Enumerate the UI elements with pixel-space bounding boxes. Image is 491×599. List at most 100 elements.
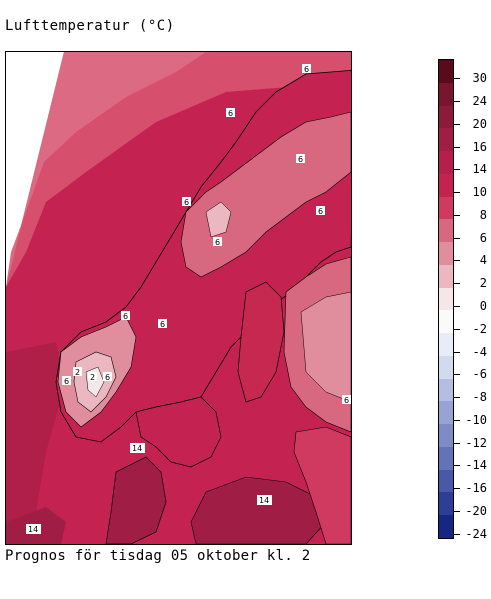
- isotherm-label: 14: [26, 524, 41, 534]
- northern-mountains: [180, 111, 351, 278]
- isotherm-label: 2: [73, 367, 82, 377]
- legend-label: 14: [472, 162, 487, 177]
- legend-swatch: [439, 424, 453, 448]
- svg-text:6: 6: [304, 65, 309, 74]
- isotherm-label: 14: [130, 443, 145, 453]
- svg-text:2: 2: [90, 373, 95, 382]
- legend-tick: [454, 488, 460, 490]
- isotherm-label: 6: [121, 311, 130, 321]
- legend-tick: [454, 374, 460, 376]
- legend-label: 8: [479, 207, 487, 222]
- legend-label: 20: [472, 116, 487, 131]
- legend-swatch: [439, 401, 453, 425]
- legend-swatch: [439, 219, 453, 243]
- legend-swatch: [439, 515, 453, 539]
- legend-swatch: [439, 151, 453, 175]
- isotherm-label: 6: [158, 319, 167, 329]
- isotherm-label: 6: [62, 376, 71, 386]
- legend-label: 16: [472, 139, 487, 154]
- legend-label: -6: [472, 367, 487, 382]
- denmark-warm-zone: [105, 456, 167, 544]
- legend-tick: [454, 260, 460, 262]
- legend-swatch: [439, 310, 453, 334]
- color-legend-labels: 30 24 20 16 14 10 8 6 4 2 0 -2 -4 -6 -8 -10 -12 -14 -16 -20…: [454, 59, 491, 541]
- legend-tick: [454, 533, 460, 535]
- legend-swatch: [439, 492, 453, 516]
- isotherm-label: 14: [257, 495, 272, 505]
- legend-label: 4: [479, 253, 487, 268]
- svg-text:14: 14: [132, 444, 142, 453]
- svg-text:6: 6: [228, 109, 233, 118]
- legend-tick: [454, 397, 460, 399]
- legend-swatch: [439, 82, 453, 106]
- legend-tick: [454, 214, 460, 216]
- legend-tick: [454, 465, 460, 467]
- isotherm-label: 6: [342, 395, 351, 405]
- legend-swatch: [439, 355, 453, 380]
- legend-label: 2: [479, 276, 487, 291]
- legend-tick: [454, 419, 460, 421]
- isotherm-label: 6: [213, 237, 222, 247]
- legend-swatch: [439, 264, 453, 289]
- legend-tick: [454, 510, 460, 512]
- temperature-map[interactable]: 6 6 6 6 6 6 6: [5, 51, 352, 545]
- legend-tick: [454, 169, 460, 171]
- legend-swatch: [439, 128, 453, 152]
- legend-tick: [454, 146, 460, 148]
- legend-swatch: [439, 173, 453, 198]
- legend-tick: [454, 237, 460, 239]
- svg-text:6: 6: [105, 373, 110, 382]
- legend-tick: [454, 328, 460, 330]
- legend-label: -20: [465, 503, 487, 518]
- legend-tick: [454, 442, 460, 444]
- svg-text:6: 6: [318, 207, 323, 216]
- isotherm-label: 6: [296, 154, 305, 164]
- southern-sweden: [135, 396, 222, 468]
- legend-tick: [454, 306, 460, 307]
- svg-text:6: 6: [160, 320, 165, 329]
- legend-label: 0: [479, 299, 487, 313]
- legend-label: -2: [472, 321, 487, 336]
- map-canvas: 6 6 6 6 6 6 6: [6, 52, 351, 544]
- atlantic-warm-zone: [6, 342, 66, 544]
- svg-text:14: 14: [259, 496, 269, 505]
- finland-cool-zone: [300, 291, 351, 403]
- svg-text:2: 2: [75, 368, 80, 377]
- isotherm-label: 6: [182, 197, 191, 207]
- legend-tick: [454, 78, 460, 80]
- legend-swatch: [439, 242, 453, 266]
- legend-label: 30: [472, 71, 487, 86]
- gulf-of-bothnia: [237, 281, 285, 403]
- svg-text:6: 6: [123, 312, 128, 321]
- legend-swatch: [439, 333, 453, 357]
- legend-swatch: [439, 287, 453, 311]
- legend-label: -16: [465, 481, 487, 496]
- svg-text:6: 6: [215, 238, 220, 247]
- legend-tick: [454, 192, 460, 194]
- isotherm-label: 6: [226, 108, 235, 118]
- svg-text:14: 14: [28, 525, 38, 534]
- map-title: Lufttemperatur (°C): [5, 18, 175, 34]
- color-legend-bar: [438, 59, 454, 539]
- northern-cold-pocket: [205, 201, 232, 238]
- legend-swatch: [439, 105, 453, 129]
- legend-tick: [454, 123, 460, 125]
- svg-text:6: 6: [184, 198, 189, 207]
- legend-label: -4: [472, 344, 487, 359]
- legend-label: 10: [472, 185, 487, 200]
- legend-swatch: [439, 60, 453, 84]
- isotherm-labels: 6 6 6 6 6 6 6: [26, 64, 351, 534]
- legend-swatch: [439, 446, 453, 471]
- svg-text:6: 6: [344, 396, 349, 405]
- svg-text:6: 6: [64, 377, 69, 386]
- legend-swatch: [439, 469, 453, 493]
- norwegian-sea-band-outer: [6, 52, 206, 287]
- legend-tick: [454, 283, 460, 285]
- legend-label: -12: [465, 435, 487, 450]
- svg-text:6: 6: [298, 155, 303, 164]
- forecast-caption: Prognos för tisdag 05 oktober kl. 2: [5, 548, 311, 564]
- legend-label: -24: [465, 526, 487, 541]
- isotherm-label: 6: [302, 64, 311, 74]
- legend-label: -8: [472, 390, 487, 405]
- isotherm-label: 6: [103, 372, 112, 382]
